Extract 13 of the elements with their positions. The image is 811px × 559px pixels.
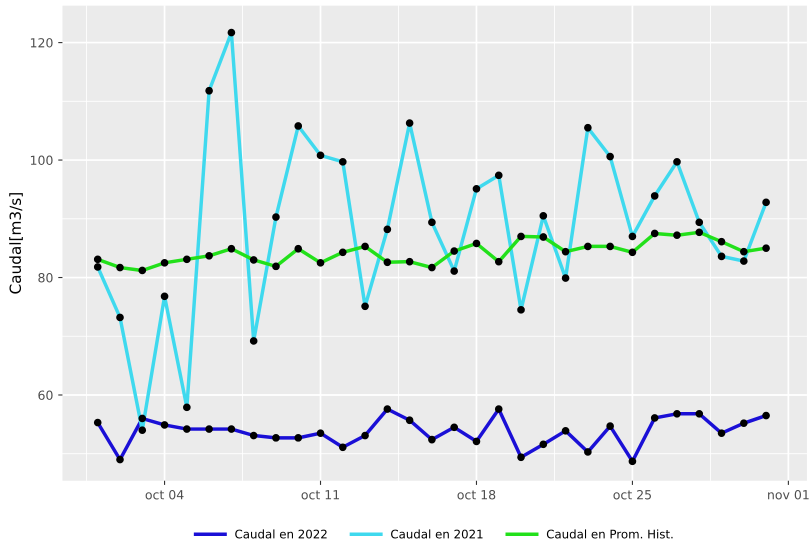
y-tick-label: 100 [30, 156, 53, 165]
legend-label: Caudal en 2022 [235, 529, 327, 539]
x-tick-label: oct 04 [146, 490, 184, 500]
legend-label: Caudal en 2021 [391, 529, 483, 539]
x-tick-label: oct 18 [458, 490, 496, 500]
y-tick-label: 80 [38, 272, 53, 282]
legend-label: Caudal en Prom. Hist. [546, 529, 673, 539]
y-tick-label: 60 [38, 390, 53, 400]
y-axis-title: Caudal[m3/s] [9, 193, 23, 294]
x-tick-label: oct 11 [302, 490, 340, 500]
y-tick-label: 120 [30, 38, 53, 48]
x-tick-label: oct 25 [613, 490, 651, 500]
x-tick-label: nov 01 [768, 490, 809, 500]
